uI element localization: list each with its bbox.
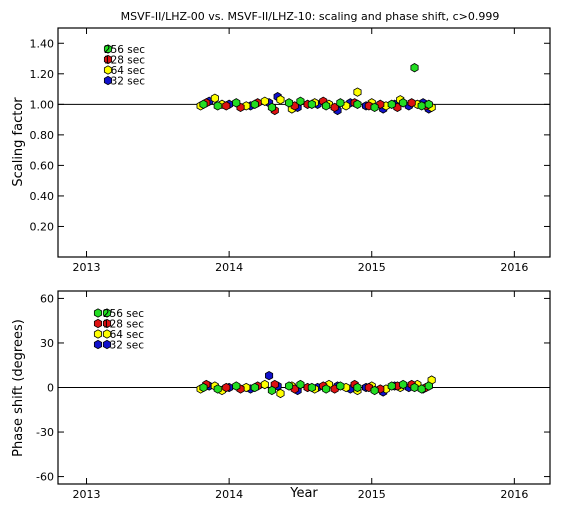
x-axis-label: Year xyxy=(289,486,318,501)
legend-marker xyxy=(93,339,103,350)
data-point xyxy=(296,96,305,106)
x-tick-label: 2014 xyxy=(215,488,243,501)
legend-marker xyxy=(103,65,113,75)
data-point xyxy=(353,99,362,109)
data-point xyxy=(336,381,345,391)
data-point xyxy=(267,102,276,113)
data-point xyxy=(284,98,294,108)
chart-title: MSVF-II/LHZ-00 vs. MSVF-II/LHZ-10: scali… xyxy=(121,10,500,23)
data-point xyxy=(424,381,433,391)
data-point xyxy=(353,382,362,393)
data-point xyxy=(222,101,231,111)
data-point xyxy=(250,99,259,109)
x-tick-label: 2014 xyxy=(215,261,243,274)
data-point xyxy=(276,95,285,105)
y-axis-label-scaling: Scaling factor xyxy=(11,97,26,187)
y-tick-label: 0.20 xyxy=(30,220,55,233)
data-point xyxy=(322,101,331,111)
y-tick-label: 1.40 xyxy=(30,37,55,50)
data-point xyxy=(407,98,416,108)
data-point xyxy=(267,385,276,396)
legend-marker xyxy=(93,329,103,339)
data-point xyxy=(387,99,396,109)
data-point xyxy=(336,98,345,108)
data-point xyxy=(417,101,426,111)
data-point xyxy=(424,99,433,109)
data-point xyxy=(399,379,408,390)
data-point xyxy=(199,99,208,109)
data-point xyxy=(284,381,294,391)
points-phase xyxy=(196,370,436,399)
y-tick-label: 1.00 xyxy=(30,98,55,111)
y-tick-label: 1.20 xyxy=(30,68,55,81)
legend-marker xyxy=(103,44,113,54)
data-point xyxy=(199,382,208,393)
x-tick-label: 2013 xyxy=(73,261,101,274)
ticks-phase: 2013 2014 2015 2016 -60 -30 0 30 60 xyxy=(36,291,550,501)
legend-label: 64 sec xyxy=(110,329,145,341)
data-point xyxy=(322,384,331,394)
data-point xyxy=(222,382,231,393)
y-tick-label: -60 xyxy=(36,471,54,484)
legend-marker xyxy=(102,308,112,318)
legend-marker xyxy=(93,308,103,318)
data-point xyxy=(260,379,269,390)
x-tick-label: 2016 xyxy=(500,261,528,274)
data-point xyxy=(307,382,316,393)
y-tick-label: 0.40 xyxy=(30,190,55,203)
legend-marker xyxy=(102,318,112,329)
y-axis-label-phase: Phase shift (degrees) xyxy=(11,319,26,457)
data-point xyxy=(370,102,379,113)
data-point xyxy=(265,370,274,381)
legend-marker xyxy=(103,54,113,65)
data-point xyxy=(232,98,241,108)
data-point xyxy=(213,101,222,111)
legend-marker xyxy=(102,329,112,339)
legend-marker xyxy=(103,75,113,86)
y-tick-label: 0.60 xyxy=(30,159,55,172)
data-point xyxy=(210,93,219,103)
data-point xyxy=(307,99,316,109)
panel-phase: 2013 2014 2015 2016 -60 -30 0 30 60 Phase shift … xyxy=(11,290,551,501)
legend-marker xyxy=(93,318,103,329)
data-point xyxy=(276,388,285,399)
data-point xyxy=(353,87,362,97)
x-tick-label: 2015 xyxy=(358,261,386,274)
legend-label: 256 sec xyxy=(104,44,145,56)
data-point xyxy=(250,382,259,393)
x-tick-label: 2013 xyxy=(73,488,101,501)
legend-label: 128 sec xyxy=(104,55,145,67)
data-point xyxy=(410,63,419,73)
legend-label: 256 sec xyxy=(103,308,144,320)
data-point xyxy=(387,381,396,391)
data-point xyxy=(417,384,426,394)
data-point xyxy=(296,379,305,390)
legend-marker xyxy=(102,339,112,350)
panel-scaling: 2013 2014 2015 2016 0.20 0.40 0.60 0.80 1.00 1.20… xyxy=(11,27,551,274)
legend-label: 128 sec xyxy=(103,319,144,331)
data-point xyxy=(260,96,269,106)
y-tick-label: -30 xyxy=(36,426,54,439)
legend-label: 32 sec xyxy=(110,340,145,352)
ticks-scaling: 2013 2014 2015 2016 0.20 0.40 0.60 0.80 1.00 1.20… xyxy=(30,28,550,274)
plot-frame-scaling xyxy=(57,27,551,258)
y-tick-label: 30 xyxy=(40,337,54,350)
data-point xyxy=(399,98,408,108)
x-tick-label: 2015 xyxy=(358,488,386,501)
points-scaling xyxy=(196,63,436,116)
legend-label: 32 sec xyxy=(111,76,146,88)
data-point xyxy=(213,384,222,394)
y-tick-label: 0 xyxy=(47,382,54,395)
y-tick-label: 60 xyxy=(40,292,54,305)
data-point xyxy=(370,385,379,396)
data-point xyxy=(232,381,241,391)
legend-label: 64 sec xyxy=(111,65,146,77)
x-tick-label: 2016 xyxy=(500,488,528,501)
y-tick-label: 0.80 xyxy=(30,129,55,142)
data-point xyxy=(410,382,419,393)
